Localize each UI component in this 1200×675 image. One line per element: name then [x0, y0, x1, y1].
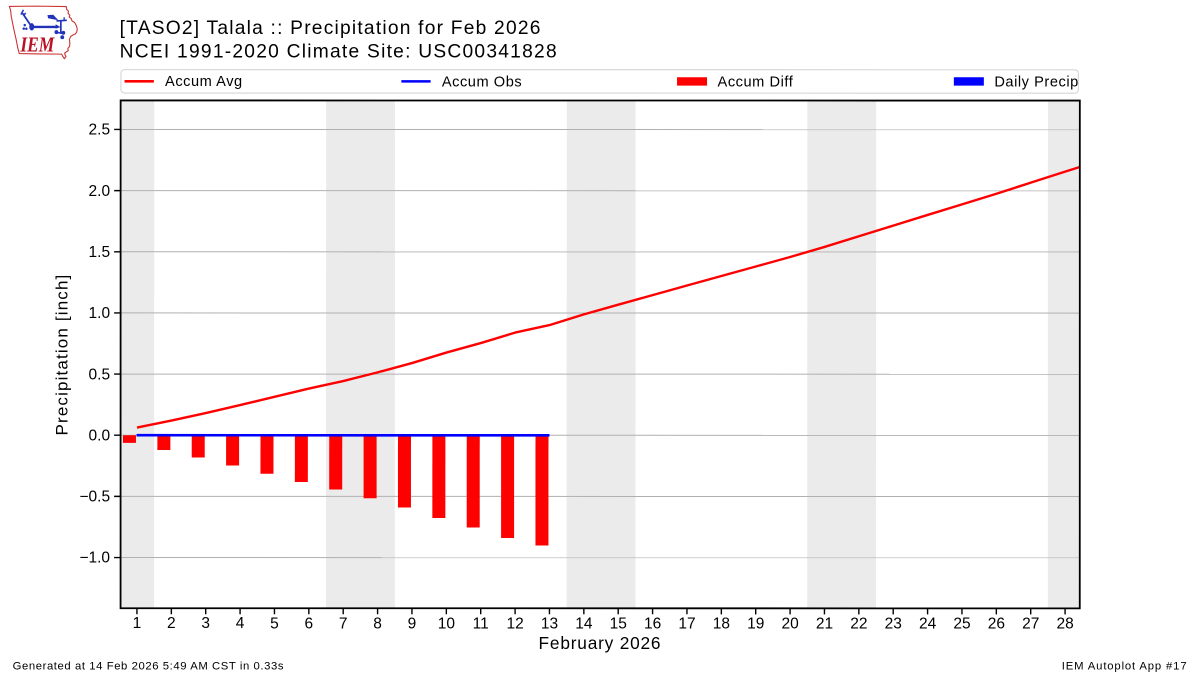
svg-text:27: 27: [1022, 615, 1039, 632]
svg-text:13: 13: [541, 615, 558, 632]
svg-text:IEM: IEM: [20, 33, 56, 57]
svg-text:19: 19: [747, 615, 764, 632]
svg-text:February 2026: February 2026: [539, 633, 662, 653]
svg-text:26: 26: [988, 615, 1005, 632]
svg-text:0.0: 0.0: [89, 427, 111, 444]
svg-text:20: 20: [781, 615, 799, 632]
svg-text:1.0: 1.0: [89, 305, 111, 322]
svg-text:15: 15: [610, 615, 627, 632]
svg-text:[TASO2] Talala :: Precipitatio: [TASO2] Talala :: Precipitation for Feb …: [120, 18, 542, 39]
svg-text:−1.0: −1.0: [79, 550, 110, 567]
svg-text:IEM Autoplot App #17: IEM Autoplot App #17: [1062, 661, 1188, 673]
svg-text:1.5: 1.5: [89, 244, 111, 261]
svg-text:8: 8: [373, 615, 382, 632]
svg-text:10: 10: [438, 615, 456, 632]
svg-text:16: 16: [644, 615, 661, 632]
svg-text:4: 4: [236, 615, 245, 632]
svg-text:Accum Diff: Accum Diff: [718, 74, 794, 90]
svg-text:Daily Precip: Daily Precip: [994, 74, 1078, 90]
svg-text:23: 23: [885, 615, 902, 632]
svg-text:Accum Avg: Accum Avg: [165, 74, 243, 90]
svg-text:11: 11: [473, 615, 489, 632]
svg-text:7: 7: [339, 615, 348, 632]
svg-text:17: 17: [678, 615, 695, 632]
svg-text:2.0: 2.0: [89, 183, 111, 200]
svg-text:25: 25: [953, 615, 970, 632]
svg-text:21: 21: [816, 615, 833, 632]
svg-text:NCEI 1991-2020 Climate Site: U: NCEI 1991-2020 Climate Site: USC00341828: [120, 41, 558, 62]
svg-text:24: 24: [919, 615, 937, 632]
svg-text:0.5: 0.5: [89, 366, 111, 383]
svg-text:5: 5: [270, 615, 279, 632]
svg-text:9: 9: [408, 615, 417, 632]
svg-text:6: 6: [305, 615, 314, 632]
svg-text:1: 1: [133, 615, 142, 632]
svg-text:28: 28: [1056, 615, 1073, 632]
svg-text:2.5: 2.5: [89, 122, 111, 139]
svg-text:3: 3: [201, 615, 210, 632]
svg-text:−0.5: −0.5: [79, 489, 110, 506]
svg-text:18: 18: [713, 615, 730, 632]
svg-text:Generated at 14 Feb 2026 5:49: Generated at 14 Feb 2026 5:49 AM CST in …: [13, 661, 284, 673]
svg-text:2: 2: [167, 615, 176, 632]
svg-text:22: 22: [850, 615, 867, 632]
svg-text:14: 14: [575, 615, 593, 632]
svg-text:Precipitation [inch]: Precipitation [inch]: [52, 274, 71, 436]
svg-text:Accum Obs: Accum Obs: [442, 74, 522, 90]
svg-text:12: 12: [506, 615, 523, 632]
